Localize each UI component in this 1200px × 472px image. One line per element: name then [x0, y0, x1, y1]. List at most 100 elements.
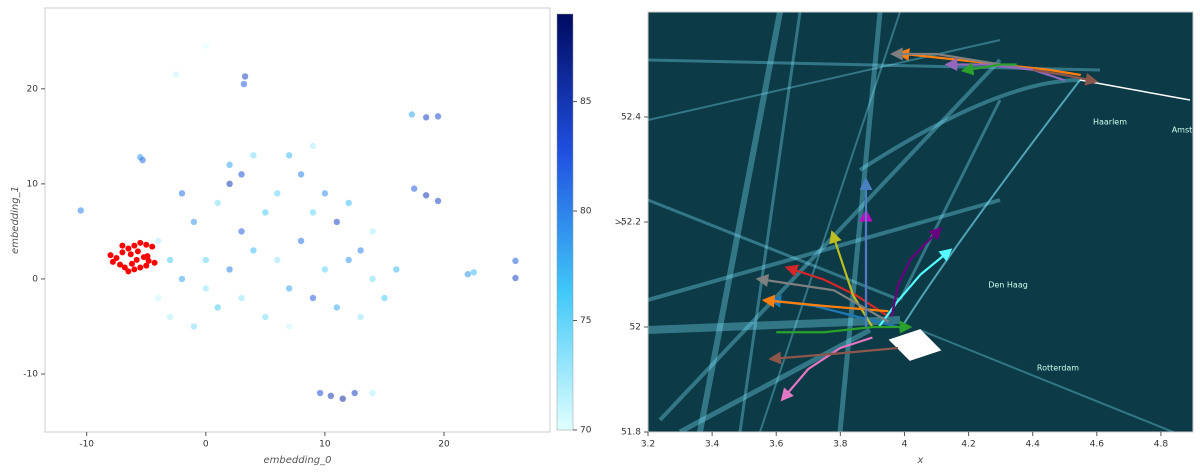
- y-tick-label: 52.4: [621, 113, 641, 123]
- x-tick-label: 3.2: [641, 440, 655, 450]
- colorbar-tick-label: 80: [580, 207, 592, 217]
- point: [139, 157, 145, 163]
- city-label: Rotterdam: [1037, 364, 1079, 373]
- point: [135, 248, 141, 254]
- point: [423, 114, 429, 120]
- point: [238, 171, 244, 177]
- point: [191, 323, 197, 329]
- point: [203, 285, 209, 291]
- point: [173, 71, 179, 77]
- x-tick-label: 4.6: [1090, 440, 1105, 450]
- colorbar-tick-label: 85: [580, 97, 591, 107]
- point: [110, 259, 116, 265]
- point: [125, 268, 131, 274]
- y-axis-label: y: [613, 218, 624, 226]
- point: [322, 266, 328, 272]
- point: [274, 257, 280, 263]
- point: [215, 200, 221, 206]
- point: [310, 295, 316, 301]
- point: [242, 73, 248, 79]
- x-tick-label: 20: [438, 440, 450, 450]
- point: [357, 247, 363, 253]
- point: [310, 143, 316, 149]
- point: [381, 295, 387, 301]
- map: [648, 12, 1193, 440]
- point: [286, 285, 292, 291]
- point: [334, 304, 340, 310]
- x-tick-label: 3.6: [769, 440, 784, 450]
- city-label: Haarlem: [1093, 118, 1127, 127]
- point: [144, 253, 150, 259]
- point: [435, 113, 441, 119]
- x-tick-label: 4: [902, 440, 908, 450]
- point: [310, 209, 316, 215]
- point: [274, 190, 280, 196]
- point: [226, 266, 232, 272]
- point: [129, 261, 135, 267]
- point: [328, 393, 334, 399]
- point: [346, 200, 352, 206]
- point: [357, 314, 363, 320]
- point: [262, 314, 268, 320]
- colorbar-tick-label: 70: [580, 426, 592, 436]
- point: [149, 244, 155, 250]
- point: [143, 263, 149, 269]
- point: [411, 185, 417, 191]
- x-tick-label: 3.4: [705, 440, 720, 450]
- point: [298, 238, 304, 244]
- x-tick-label: 3.8: [833, 440, 848, 450]
- point: [334, 219, 340, 225]
- point: [262, 209, 268, 215]
- point: [119, 243, 125, 249]
- y-tick-label: 10: [27, 179, 39, 189]
- point: [155, 238, 161, 244]
- dashboard: -1001020-1001020embedding_0embedding_170…: [0, 0, 1200, 468]
- point: [238, 228, 244, 234]
- point: [137, 265, 143, 271]
- point: [128, 251, 134, 257]
- point: [179, 276, 185, 282]
- y-tick-label: 0: [32, 274, 38, 284]
- point: [409, 111, 415, 117]
- point: [435, 198, 441, 204]
- y-axis-label: embedding_1: [10, 186, 21, 254]
- point: [179, 190, 185, 196]
- point: [191, 219, 197, 225]
- point: [369, 390, 375, 396]
- x-tick-label: -10: [79, 440, 94, 450]
- point: [286, 152, 292, 158]
- colorbar-tick-label: 75: [580, 316, 591, 326]
- point: [119, 249, 125, 255]
- point: [298, 171, 304, 177]
- point: [215, 304, 221, 310]
- point: [155, 295, 161, 301]
- point: [134, 257, 140, 263]
- point: [369, 276, 375, 282]
- x-axis-label: x: [917, 455, 924, 466]
- point: [286, 323, 292, 329]
- x-tick-label: 4.2: [961, 440, 975, 450]
- point: [351, 390, 357, 396]
- point: [317, 390, 323, 396]
- x-axis-label: embedding_0: [264, 455, 332, 466]
- city-label: Den Haag: [988, 281, 1028, 290]
- y-tick-label: 20: [27, 84, 39, 94]
- point: [226, 162, 232, 168]
- y-tick-label: 51.8: [621, 428, 641, 438]
- y-tick-label: 52: [630, 323, 641, 333]
- point: [512, 258, 518, 264]
- point: [369, 228, 375, 234]
- city-label: Amst: [1172, 126, 1193, 135]
- point: [108, 252, 114, 258]
- point: [465, 271, 471, 277]
- point: [78, 207, 84, 213]
- point: [167, 257, 173, 263]
- point: [471, 269, 477, 275]
- x-tick-label: 4.4: [1026, 440, 1041, 450]
- point: [423, 192, 429, 198]
- point: [125, 246, 131, 252]
- point: [137, 240, 143, 246]
- point: [340, 396, 346, 402]
- point: [152, 260, 158, 266]
- plot-area: [45, 8, 550, 432]
